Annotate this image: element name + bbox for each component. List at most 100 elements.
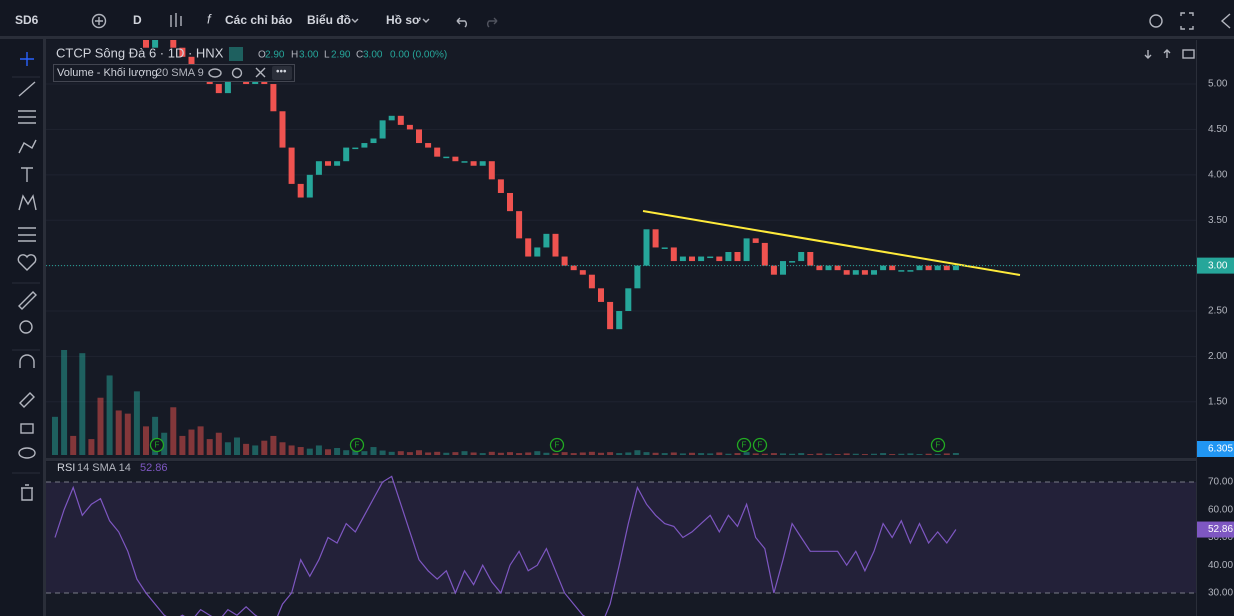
candle — [370, 138, 377, 144]
volume-bar — [388, 451, 395, 455]
volume-bar — [552, 453, 559, 455]
y-tick-label: 2.50 — [1208, 306, 1228, 317]
y-tick-label: 70.00 — [1208, 477, 1233, 488]
lock-drawing-tool[interactable] — [19, 392, 35, 408]
event-label: F — [936, 441, 941, 450]
dropdown-arrow — [422, 18, 430, 23]
candle — [907, 270, 914, 272]
volume-bar — [497, 452, 504, 455]
volume-bar — [315, 445, 322, 455]
volume-bar — [743, 452, 750, 455]
candle — [170, 40, 177, 48]
volume-bar — [443, 452, 450, 455]
volume-title: Volume - Khối lượng — [57, 67, 158, 79]
more-icon: ••• — [276, 67, 287, 78]
maximize-icon[interactable] — [1182, 49, 1195, 59]
candle — [425, 143, 432, 148]
candle — [179, 47, 186, 57]
brush-tool[interactable] — [18, 139, 37, 154]
candle — [825, 265, 832, 271]
move-up-icon[interactable] — [1163, 49, 1171, 58]
candle — [625, 288, 632, 312]
settings-icon[interactable] — [231, 67, 243, 79]
line-tool[interactable] — [18, 81, 36, 97]
candle — [670, 247, 677, 262]
volume-bar — [607, 452, 614, 455]
add-symbol-icon[interactable] — [91, 13, 107, 29]
move-down-icon[interactable] — [1144, 50, 1152, 59]
candle — [516, 211, 523, 239]
pattern-tool[interactable] — [18, 194, 37, 211]
candle — [861, 270, 868, 275]
delete-tool[interactable] — [21, 484, 33, 501]
trend-line[interactable] — [642, 210, 1021, 276]
event-marker — [149, 437, 165, 453]
volume-bar — [934, 454, 941, 455]
volume-bar — [143, 426, 149, 455]
volume-bar — [507, 452, 513, 455]
event-label: F — [355, 441, 360, 450]
rsi-band — [46, 481, 1196, 593]
ohlc-value: 2.90 — [331, 50, 351, 61]
y-tick-label: 50.00 — [1208, 532, 1233, 543]
profile-menu[interactable]: Hồ sơ — [386, 13, 421, 27]
candle — [452, 156, 459, 162]
volume-bar — [916, 454, 923, 455]
lock-tool[interactable] — [20, 423, 34, 434]
fullscreen-icon[interactable] — [1180, 12, 1194, 30]
volume-bar — [880, 453, 887, 455]
event-label: F — [155, 441, 160, 450]
event-marker — [349, 437, 365, 453]
volume-bar — [397, 451, 404, 455]
candle — [570, 265, 577, 271]
favorites-tool[interactable] — [17, 254, 37, 271]
crosshair-tool[interactable] — [20, 52, 34, 66]
ruler-tool[interactable] — [18, 291, 37, 310]
indicators[interactable]: Các chỉ báo — [225, 13, 292, 27]
y-tick-label: 4.50 — [1208, 124, 1228, 135]
settings-icon[interactable] — [1149, 14, 1163, 28]
candle — [734, 251, 741, 262]
candle — [461, 161, 468, 163]
chart-style-icon[interactable] — [170, 13, 182, 27]
candle — [534, 247, 541, 257]
hide-icon[interactable] — [208, 68, 222, 78]
chart-menu[interactable]: Biểu đồ — [307, 13, 351, 27]
interval[interactable]: D — [133, 13, 142, 27]
zoom-tool[interactable] — [19, 320, 33, 334]
share-icon[interactable] — [1220, 13, 1231, 29]
redo-icon[interactable] — [487, 17, 498, 28]
candle — [770, 265, 777, 275]
volume-label: 6.305 — [1208, 444, 1233, 455]
prediction-tool[interactable] — [18, 227, 36, 242]
more-button[interactable] — [272, 66, 292, 80]
volume-bar — [425, 452, 432, 455]
candle — [343, 147, 350, 162]
volume-bar — [334, 448, 341, 455]
candle — [288, 147, 295, 184]
candle — [798, 251, 805, 262]
add-symbol-icon — [95, 17, 103, 25]
remove-icon[interactable] — [255, 67, 266, 78]
volume-bar — [725, 453, 732, 455]
text-tool[interactable] — [21, 167, 33, 182]
candle — [188, 56, 195, 66]
volume-bar — [634, 450, 641, 455]
event-marker — [736, 437, 752, 453]
magnet-tool[interactable] — [19, 354, 35, 368]
candle — [507, 192, 513, 212]
event-marker — [752, 437, 768, 453]
symbol[interactable]: SD6 — [15, 13, 39, 27]
volume-bar — [461, 451, 468, 455]
rsi-pane — [46, 462, 1196, 616]
volume-bar — [770, 453, 777, 455]
candle — [579, 270, 586, 275]
fib-tool[interactable] — [18, 110, 36, 124]
volume-bar — [661, 453, 668, 455]
volume-bar — [488, 451, 495, 455]
symbol-badge — [229, 47, 243, 61]
visibility-tool[interactable] — [18, 447, 36, 459]
candle — [925, 265, 932, 271]
event-label: F — [555, 441, 560, 450]
undo-icon[interactable] — [456, 17, 467, 28]
